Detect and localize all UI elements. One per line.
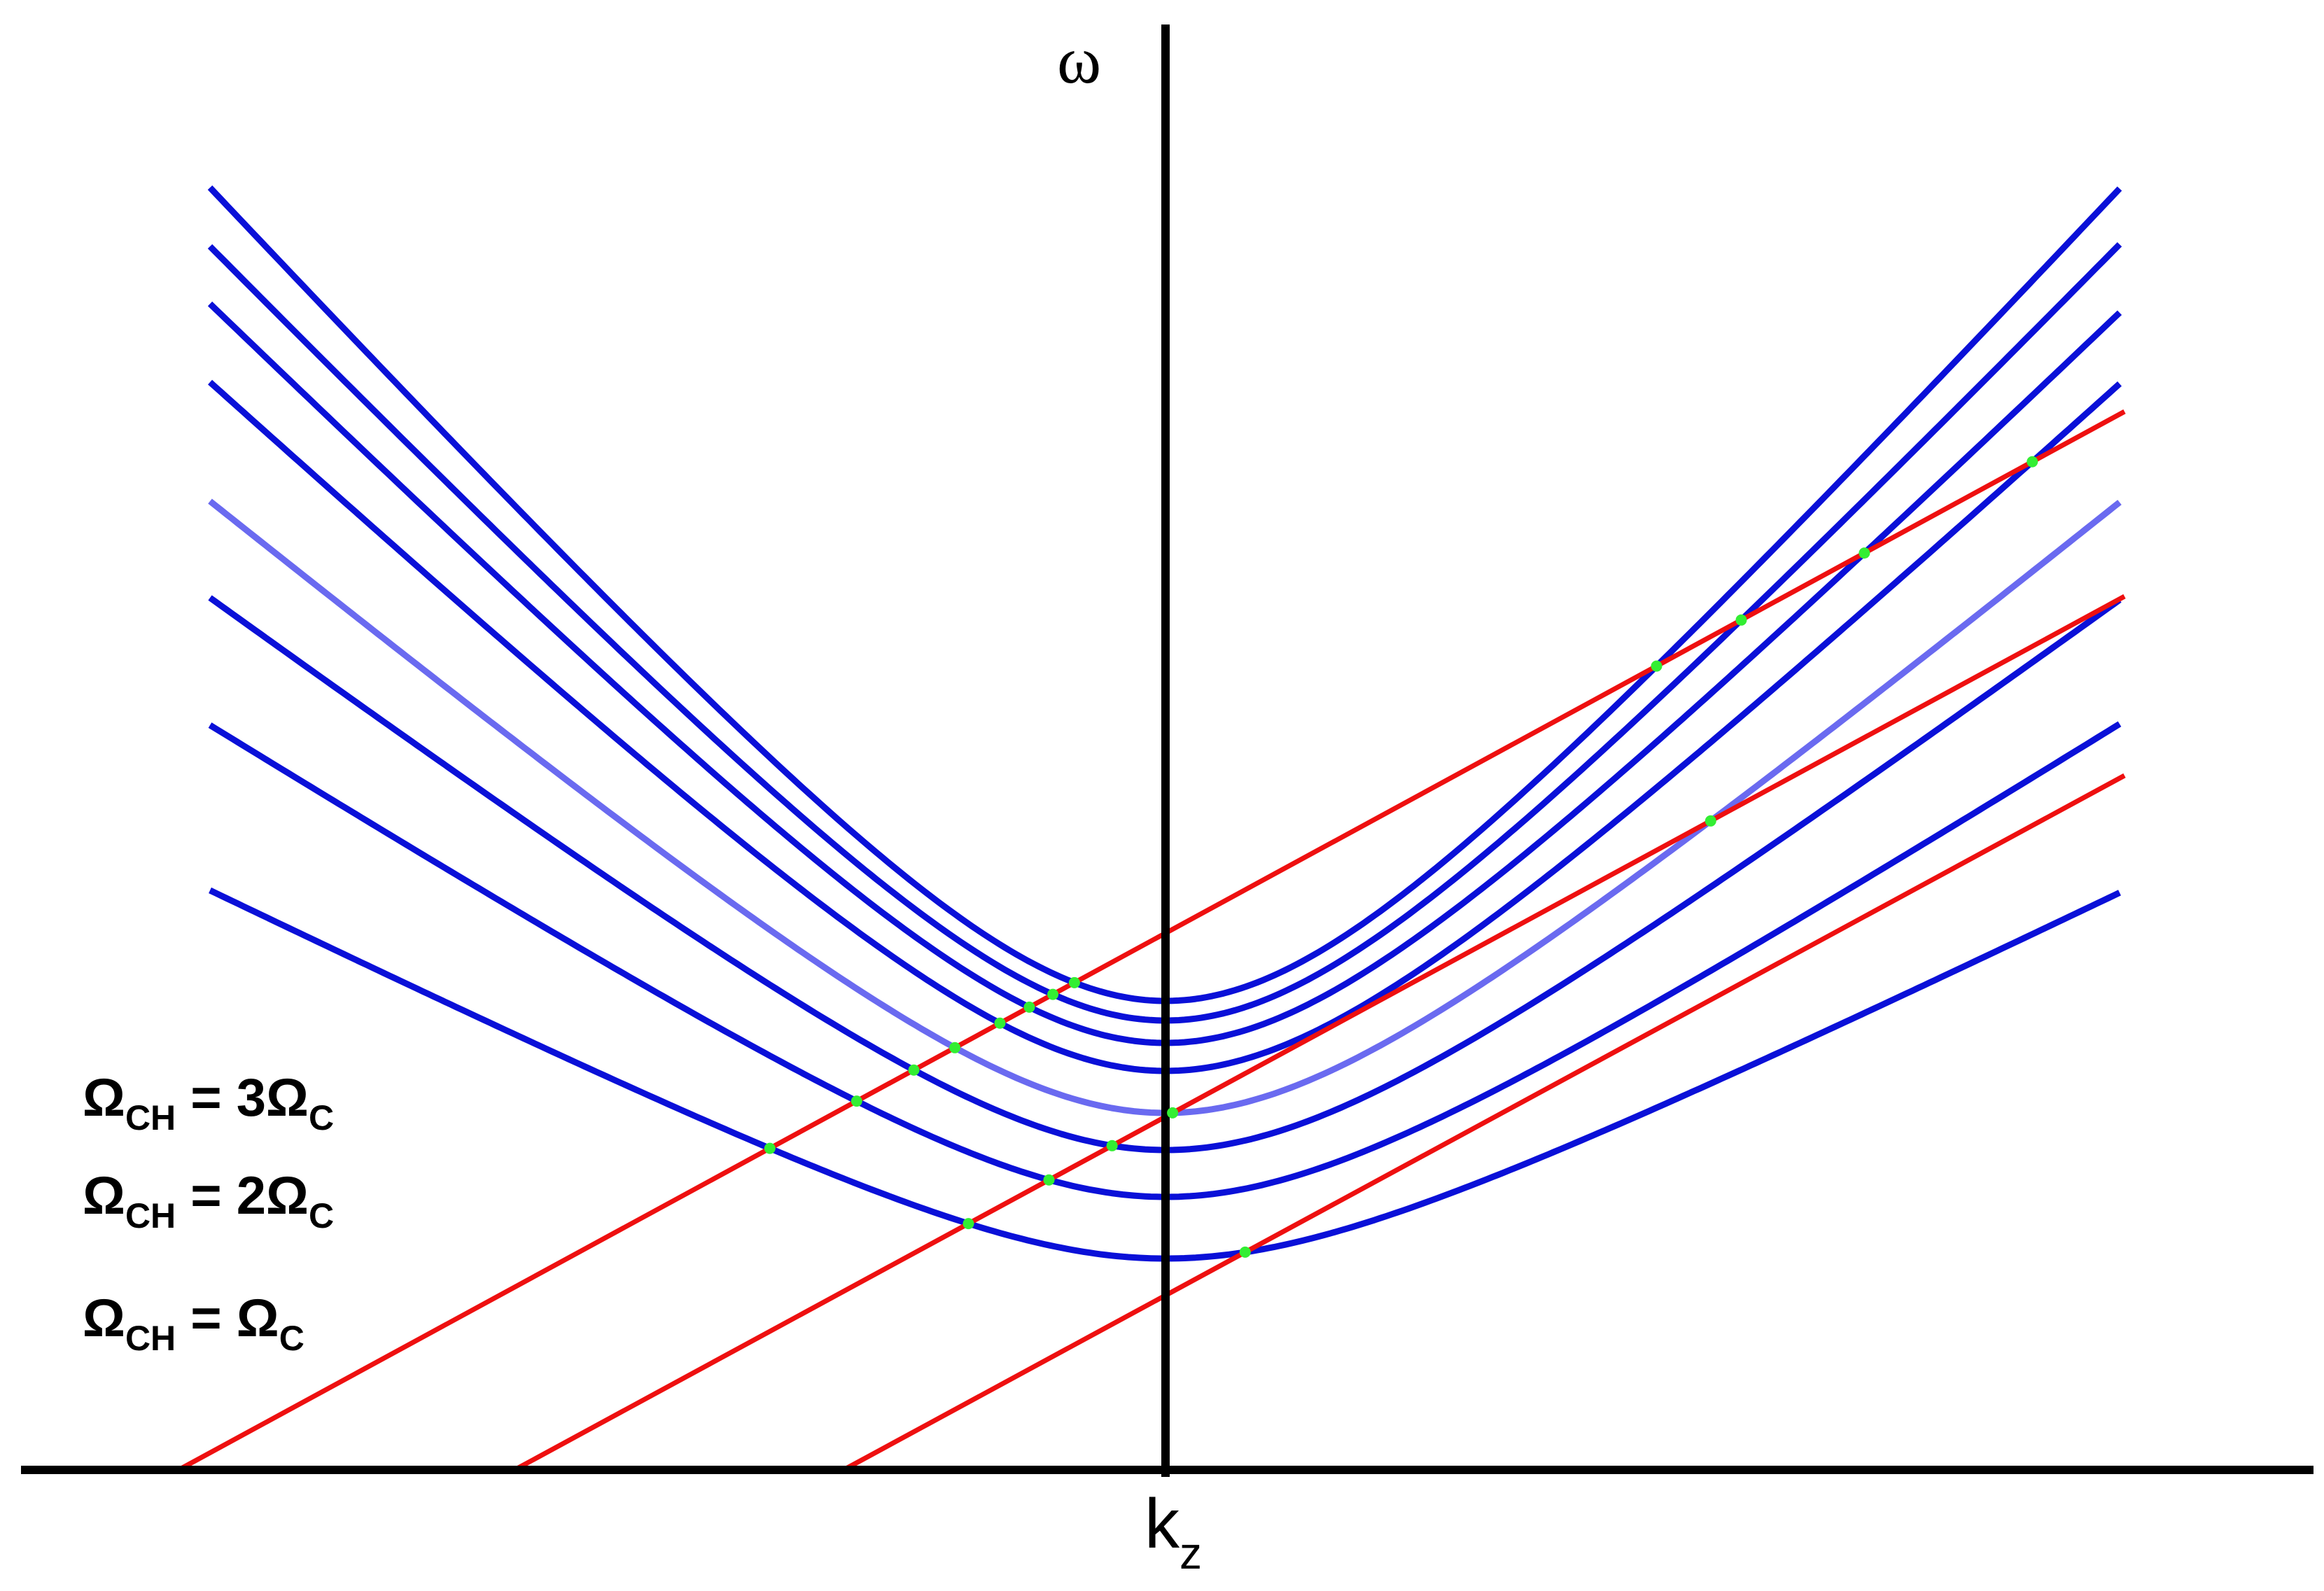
- intersection-marker-16: [1043, 1174, 1055, 1186]
- intersection-marker-10: [908, 1064, 920, 1076]
- kz-main: k: [1144, 1485, 1180, 1563]
- condition-3omega: ΩCH = 3ΩC: [83, 1068, 335, 1137]
- condition-omega: ΩCH = ΩC: [83, 1289, 304, 1358]
- intersection-marker-12: [764, 1142, 776, 1154]
- intersection-marker-5: [1023, 1001, 1035, 1013]
- kz-axis-label: kz: [1144, 1484, 1202, 1578]
- intersection-marker-18: [1239, 1246, 1251, 1258]
- intersection-marker-1: [1068, 976, 1080, 988]
- condition-2omega: ΩCH = 2ΩC: [83, 1166, 335, 1235]
- intersection-marker-15: [1106, 1140, 1118, 1151]
- resonance-line-3: [842, 773, 2126, 1473]
- intersection-marker-4: [1735, 614, 1747, 626]
- intersection-marker-2: [1651, 660, 1662, 672]
- intersection-marker-8: [2026, 456, 2038, 468]
- intersection-markers: [764, 456, 2038, 1258]
- intersection-marker-3: [1047, 988, 1059, 1000]
- intersection-marker-9: [949, 1042, 961, 1053]
- omega-axis-label: ω: [1057, 22, 1102, 97]
- resonance-line-1: [177, 409, 2126, 1473]
- resonance-lines: [177, 409, 2126, 1473]
- intersection-marker-14: [1704, 815, 1716, 827]
- intersection-marker-7: [994, 1017, 1006, 1029]
- resonance-line-2: [513, 594, 2126, 1473]
- intersection-marker-11: [850, 1095, 862, 1107]
- intersection-marker-6: [1858, 547, 1870, 559]
- kz-subscript: z: [1180, 1528, 1202, 1578]
- intersection-marker-17: [962, 1218, 974, 1230]
- intersection-marker-13: [1167, 1107, 1179, 1119]
